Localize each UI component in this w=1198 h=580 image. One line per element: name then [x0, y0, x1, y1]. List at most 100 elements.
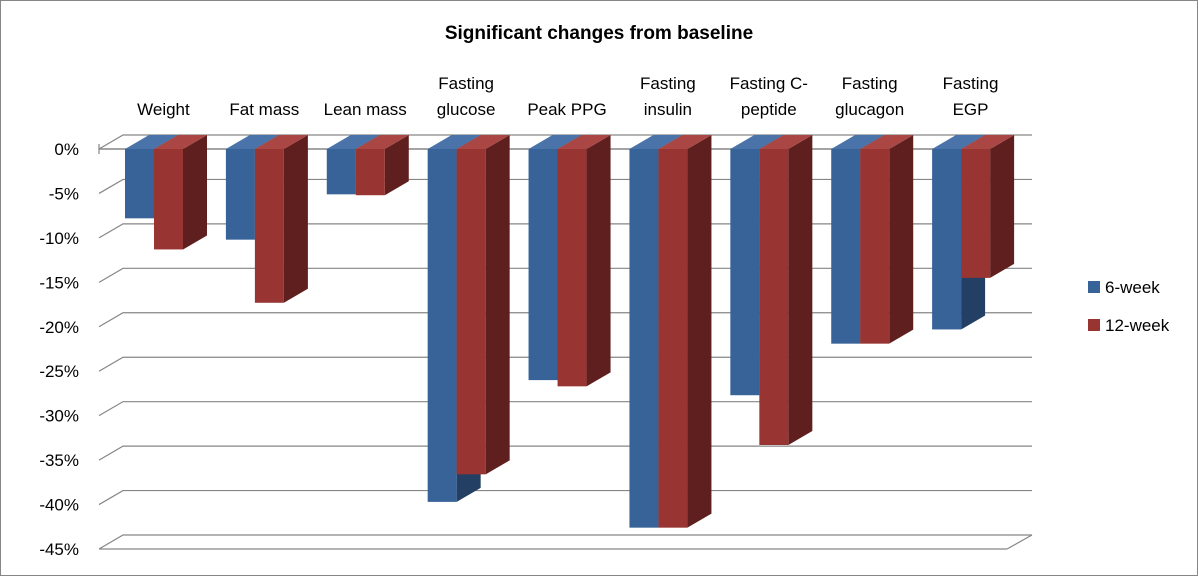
bar-side: [788, 135, 813, 445]
bar: [658, 135, 712, 528]
bar-top: [154, 135, 207, 149]
legend-label: 12-week: [1105, 316, 1170, 335]
bar-side: [990, 135, 1015, 278]
bar-front: [254, 149, 284, 303]
bar-side: [384, 135, 409, 196]
bar-top: [528, 135, 582, 149]
gridline: [98, 134, 1032, 150]
bar-top: [225, 135, 279, 149]
bar-side: [687, 135, 712, 528]
bar-top: [860, 135, 914, 149]
bar-front: [759, 149, 789, 445]
bar-front: [961, 149, 991, 278]
gridline: [98, 401, 1032, 417]
category-label: Peak PPG: [527, 100, 606, 119]
gridline: [98, 312, 1032, 328]
legend-swatch: [1088, 319, 1100, 331]
y-axis-ticks: 0% -5% -10% -15% -20% -25% -30% -35% -40% -45%: [39, 140, 79, 559]
y-tick-label: -45%: [39, 540, 79, 559]
y-tick-label: -10%: [39, 229, 79, 248]
bar-top: [254, 135, 308, 149]
y-tick-label: -15%: [39, 273, 79, 292]
bar: [961, 135, 1015, 278]
bar: [154, 135, 207, 250]
bar-top: [557, 135, 611, 149]
bar-top: [629, 135, 683, 149]
chart-title: Significant changes from baseline: [445, 23, 753, 44]
category-label: glucose: [437, 100, 496, 119]
bar-front: [528, 149, 558, 381]
bar-front: [932, 149, 962, 330]
gridline: [98, 534, 1032, 550]
bar-top: [961, 135, 1015, 149]
gridline: [98, 356, 1032, 372]
bar-front: [355, 149, 385, 196]
bar-top: [730, 135, 784, 149]
bar: [456, 135, 510, 475]
y-tick-label: -30%: [39, 407, 79, 426]
gridline: [98, 267, 1032, 283]
legend: 6-week 12-week: [1088, 278, 1170, 335]
y-tick-label: -25%: [39, 362, 79, 381]
bar-top: [456, 135, 510, 149]
bar-front: [730, 149, 760, 396]
category-label: Fat mass: [229, 100, 299, 119]
bar-side: [183, 135, 207, 250]
category-label: peptide: [741, 100, 797, 119]
y-tick-label: 0%: [54, 140, 79, 159]
bar-side: [586, 135, 611, 387]
y-tick-label: -5%: [49, 184, 79, 203]
bar-front: [456, 149, 486, 475]
bar-front: [427, 149, 457, 502]
bar-front: [629, 149, 659, 528]
y-tick-label: -20%: [39, 318, 79, 337]
bar-side: [283, 135, 308, 303]
category-label: Weight: [137, 100, 190, 119]
bar-side: [485, 135, 510, 475]
gridline: [98, 178, 1032, 194]
bar: [254, 135, 308, 303]
bar: [557, 135, 611, 387]
y-tick-label: -35%: [39, 451, 79, 470]
bar-front: [557, 149, 587, 387]
category-label: Fasting: [640, 74, 696, 93]
bar-top: [125, 135, 178, 149]
bar-side: [889, 135, 914, 344]
category-label: Fasting: [438, 74, 494, 93]
category-label: EGP: [953, 100, 989, 119]
category-label: Fasting: [842, 74, 898, 93]
bar-front: [225, 149, 255, 240]
bar-front: [658, 149, 688, 528]
bars: [125, 135, 1015, 528]
legend-swatch: [1088, 281, 1100, 293]
bar-front: [831, 149, 861, 344]
category-label: glucagon: [835, 100, 904, 119]
bar-top: [759, 135, 813, 149]
bar: [759, 135, 813, 445]
legend-label: 6-week: [1105, 278, 1160, 297]
gridline: [98, 445, 1032, 461]
category-label: Fasting: [943, 74, 999, 93]
bar-top: [658, 135, 712, 149]
bar-top: [355, 135, 409, 149]
bar-top: [427, 135, 481, 149]
bar-front: [154, 149, 183, 250]
category-label: Fasting C-: [730, 74, 808, 93]
bar-front: [326, 149, 356, 195]
bar: [860, 135, 914, 344]
gridline: [98, 223, 1032, 239]
floor-edge: [1006, 534, 1033, 550]
bar-top: [326, 135, 380, 149]
category-label: insulin: [644, 100, 692, 119]
category-labels: Weight Fat mass Lean mass Fasting glucose Pea…: [137, 74, 998, 119]
y-tick-label: -40%: [39, 496, 79, 515]
bar-front: [125, 149, 154, 219]
bar-top: [831, 135, 885, 149]
bar-top: [932, 135, 986, 149]
bar-front: [860, 149, 890, 344]
category-label: Lean mass: [324, 100, 407, 119]
bar: [355, 135, 409, 196]
gridline: [98, 489, 1032, 506]
